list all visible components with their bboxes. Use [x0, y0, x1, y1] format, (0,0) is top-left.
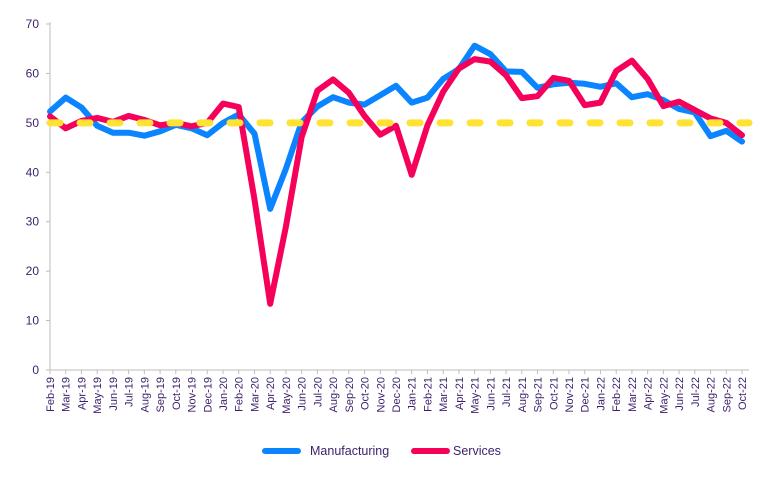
- x-tick-label: Mar-20: [249, 377, 261, 412]
- x-tick-label: Sep-22: [721, 377, 733, 412]
- y-tick-label: 70: [26, 17, 40, 31]
- x-tick-label: Apr-19: [76, 377, 88, 410]
- x-tick-label: May-19: [92, 377, 104, 414]
- x-tick-label: Aug-19: [139, 377, 151, 412]
- x-tick-label: Nov-21: [564, 377, 576, 412]
- x-tick-label: Jan-20: [218, 377, 230, 411]
- x-tick-label: Jun-22: [674, 377, 686, 411]
- x-tick-label: Jul-21: [501, 377, 513, 407]
- x-tick-label: Sep-20: [344, 377, 356, 412]
- x-tick-label: Jun-20: [297, 377, 309, 411]
- x-tick-label: May-22: [658, 377, 670, 414]
- x-tick-label: Aug-20: [328, 377, 340, 412]
- x-tick-label: Oct-20: [360, 377, 372, 410]
- x-tick-label: Apr-22: [643, 377, 655, 410]
- x-tick-label: Oct-21: [548, 377, 560, 410]
- legend-label-services: Services: [453, 444, 501, 458]
- x-tick-label: Jun-21: [485, 377, 497, 411]
- series-lines: [50, 46, 742, 304]
- y-tick-label: 40: [26, 165, 40, 179]
- y-tick-label: 10: [26, 314, 40, 328]
- y-tick-label: 30: [26, 215, 40, 229]
- x-tick-label: Mar-21: [438, 377, 450, 412]
- x-tick-label: Apr-20: [265, 377, 277, 410]
- x-tick-label: Apr-21: [454, 377, 466, 410]
- legend-label-manufacturing: Manufacturing: [310, 444, 389, 458]
- x-tick-label: Mar-22: [627, 377, 639, 412]
- x-tick-label: Jul-19: [124, 377, 136, 407]
- x-tick-label: Sep-21: [533, 377, 545, 412]
- x-tick-label: Dec-19: [202, 377, 214, 412]
- x-tick-label: Nov-20: [375, 377, 387, 412]
- x-tick-label: Feb-22: [611, 377, 623, 412]
- x-tick-label: Nov-19: [187, 377, 199, 412]
- x-tick-label: May-21: [470, 377, 482, 414]
- x-tick-label: Aug-22: [706, 377, 718, 412]
- x-tick-label: Dec-21: [580, 377, 592, 412]
- x-tick-label: Feb-19: [45, 377, 57, 412]
- x-tick-label: Jan-21: [407, 377, 419, 411]
- x-tick-label: May-20: [281, 377, 293, 414]
- y-tick-label: 60: [26, 66, 40, 80]
- y-tick-label: 50: [26, 116, 40, 130]
- x-tick-label: Aug-21: [517, 377, 529, 412]
- x-tick-label: Mar-19: [61, 377, 73, 412]
- x-tick-label: Feb-21: [422, 377, 434, 412]
- y-tick-label: 0: [32, 363, 39, 377]
- x-tick-label: Jul-22: [690, 377, 702, 407]
- x-tick-label: Dec-20: [391, 377, 403, 412]
- x-tick-label: Sep-19: [155, 377, 167, 412]
- legend: Manufacturing Services: [265, 444, 501, 458]
- x-tick-label: Jul-20: [312, 377, 324, 407]
- y-tick-label: 20: [26, 264, 40, 278]
- x-tick-label: Jun-19: [108, 377, 120, 411]
- x-tick-label: Oct-22: [737, 377, 749, 410]
- x-tick-label: Jan-22: [595, 377, 607, 411]
- x-tick-label: Feb-20: [234, 377, 246, 412]
- x-tick-label: Oct-19: [171, 377, 183, 410]
